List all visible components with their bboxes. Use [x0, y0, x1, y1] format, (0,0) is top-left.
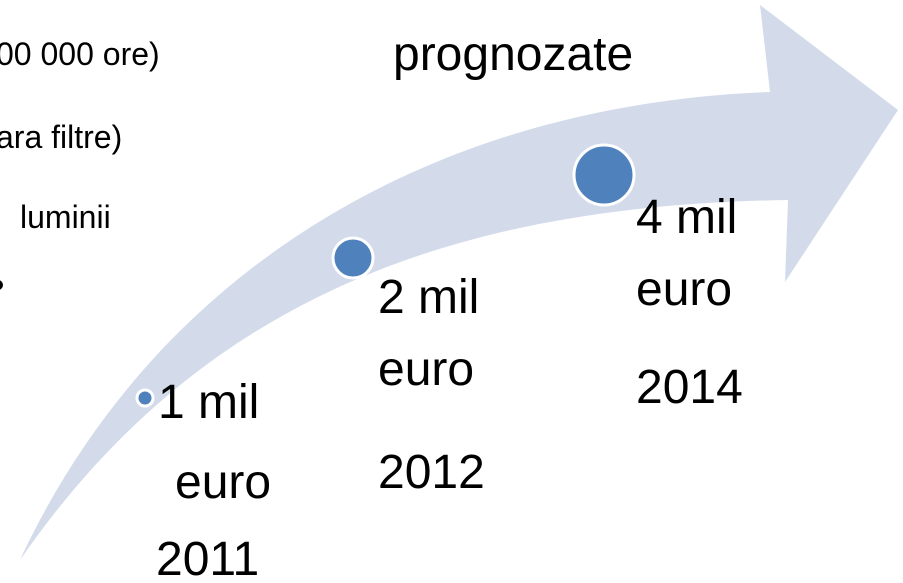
node-dot — [135, 388, 155, 408]
left-line: ara filtre) — [0, 119, 122, 155]
node-dot — [331, 236, 375, 280]
title: prognozate — [393, 28, 633, 81]
node-year: 2014 — [636, 361, 743, 414]
node-year: 2011 — [156, 533, 259, 583]
node-dot — [572, 143, 636, 207]
node-year: 2012 — [378, 446, 485, 499]
node-unit: euro — [636, 263, 732, 316]
left-line: luminii — [20, 199, 111, 235]
node-amount: 2 mil — [378, 271, 479, 324]
left-line: 00 000 ore) — [0, 36, 160, 72]
node-amount: 1 mil — [158, 376, 259, 429]
node-amount: 4 mil — [636, 191, 737, 244]
bullet — [0, 280, 3, 290]
node-unit: euro — [175, 456, 271, 509]
node-unit: euro — [378, 343, 474, 396]
arrow — [20, 5, 898, 560]
